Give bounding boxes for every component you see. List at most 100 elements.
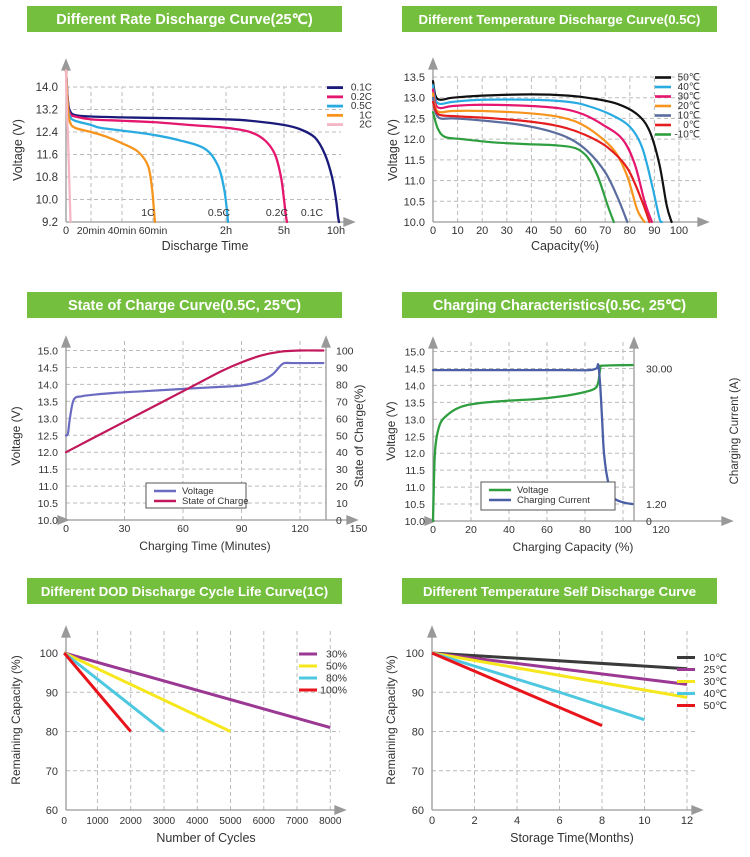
svg-text:100%: 100% <box>320 685 347 697</box>
svg-text:6: 6 <box>556 815 562 827</box>
svg-text:10.8: 10.8 <box>36 172 58 184</box>
svg-text:0.1C: 0.1C <box>301 207 324 219</box>
svg-text:2C: 2C <box>359 120 372 131</box>
svg-text:70: 70 <box>46 766 58 778</box>
svg-text:0: 0 <box>429 815 435 827</box>
svg-text:40: 40 <box>525 225 537 237</box>
svg-text:Storage Time(Months): Storage Time(Months) <box>510 831 634 845</box>
svg-text:60: 60 <box>412 805 424 817</box>
svg-text:30℃: 30℃ <box>704 676 728 688</box>
svg-text:1C: 1C <box>141 207 155 219</box>
svg-text:80: 80 <box>412 727 424 739</box>
svg-text:80%: 80% <box>326 673 347 685</box>
svg-text:13.5: 13.5 <box>404 72 425 84</box>
svg-text:Voltage (V): Voltage (V) <box>386 119 400 181</box>
svg-text:120: 120 <box>291 523 309 535</box>
svg-text:14.5: 14.5 <box>38 362 59 374</box>
svg-text:1000: 1000 <box>86 816 109 827</box>
svg-text:11.5: 11.5 <box>38 464 58 476</box>
svg-text:40min: 40min <box>108 225 137 237</box>
svg-text:Capacity(%): Capacity(%) <box>531 239 599 253</box>
svg-text:0: 0 <box>336 515 342 527</box>
svg-text:12.5: 12.5 <box>405 431 426 443</box>
svg-text:60: 60 <box>336 413 348 425</box>
svg-text:60: 60 <box>177 523 189 535</box>
svg-text:0.5C: 0.5C <box>208 207 231 219</box>
svg-text:10: 10 <box>638 815 650 827</box>
svg-text:Voltage (V): Voltage (V) <box>9 406 23 465</box>
svg-text:Charging Time (Minutes): Charging Time (Minutes) <box>139 539 270 553</box>
svg-text:12.0: 12.0 <box>38 447 59 459</box>
svg-text:4: 4 <box>514 815 520 827</box>
svg-text:10h: 10h <box>327 225 345 237</box>
svg-text:0: 0 <box>430 225 436 237</box>
svg-text:100: 100 <box>670 225 688 237</box>
svg-text:14.0: 14.0 <box>36 82 58 94</box>
svg-text:1.20: 1.20 <box>646 499 667 511</box>
svg-text:60: 60 <box>574 225 586 237</box>
svg-text:11.0: 11.0 <box>38 481 58 493</box>
svg-text:11.6: 11.6 <box>36 150 58 162</box>
svg-text:0: 0 <box>63 523 69 535</box>
svg-text:90: 90 <box>648 225 660 237</box>
svg-text:20min: 20min <box>77 225 106 237</box>
svg-text:Different Rate Discharge Curve: Different Rate Discharge Curve(25℃) <box>56 12 313 28</box>
svg-text:13.5: 13.5 <box>405 397 426 409</box>
svg-text:10: 10 <box>336 498 348 510</box>
svg-text:Charging Characteristics(0.5C,: Charging Characteristics(0.5C, 25℃) <box>433 298 686 314</box>
svg-text:30%: 30% <box>326 649 347 661</box>
svg-text:30.00: 30.00 <box>646 363 672 375</box>
svg-text:14.0: 14.0 <box>405 380 426 392</box>
svg-text:-10℃: -10℃ <box>674 130 700 141</box>
svg-text:11.0: 11.0 <box>404 176 425 188</box>
svg-text:50: 50 <box>550 225 562 237</box>
svg-text:60: 60 <box>541 524 553 536</box>
svg-text:12.0: 12.0 <box>405 448 426 460</box>
svg-text:30: 30 <box>119 523 131 535</box>
svg-text:60: 60 <box>46 805 58 817</box>
svg-text:8000: 8000 <box>319 816 342 827</box>
svg-text:20: 20 <box>476 225 488 237</box>
svg-text:50: 50 <box>336 430 348 442</box>
svg-text:8: 8 <box>599 815 605 827</box>
svg-text:0.2C: 0.2C <box>266 207 289 219</box>
svg-text:13.0: 13.0 <box>405 414 426 426</box>
svg-text:30: 30 <box>336 464 348 476</box>
svg-text:5h: 5h <box>278 225 290 237</box>
svg-text:5000: 5000 <box>219 816 242 827</box>
svg-text:Charging Current: Charging Current <box>517 495 590 506</box>
svg-text:State of Charge Curve(0.5C, 25: State of Charge Curve(0.5C, 25℃) <box>68 298 301 314</box>
svg-text:30: 30 <box>501 225 513 237</box>
svg-text:10℃: 10℃ <box>704 652 728 664</box>
svg-text:10.0: 10.0 <box>405 516 426 528</box>
svg-text:12.0: 12.0 <box>404 134 425 146</box>
svg-text:Different Temperature Self Dis: Different Temperature Self Discharge Cur… <box>423 584 696 599</box>
svg-text:13.0: 13.0 <box>404 93 425 105</box>
svg-text:11.5: 11.5 <box>405 465 425 477</box>
svg-text:Discharge Time: Discharge Time <box>162 239 249 253</box>
svg-text:2: 2 <box>471 815 477 827</box>
svg-text:Charging Current (A): Charging Current (A) <box>729 377 741 484</box>
svg-text:100: 100 <box>614 524 632 536</box>
svg-text:13.2: 13.2 <box>36 105 58 117</box>
svg-text:70: 70 <box>599 225 611 237</box>
svg-text:0: 0 <box>646 516 652 528</box>
svg-text:13.0: 13.0 <box>38 413 59 425</box>
svg-text:90: 90 <box>46 687 58 699</box>
svg-text:2000: 2000 <box>120 816 143 827</box>
svg-text:80: 80 <box>336 379 348 391</box>
svg-text:40℃: 40℃ <box>704 688 728 700</box>
svg-text:Voltage (V): Voltage (V) <box>384 401 398 460</box>
svg-text:0: 0 <box>63 225 69 237</box>
svg-text:14.0: 14.0 <box>38 379 59 391</box>
svg-text:12.5: 12.5 <box>404 113 425 125</box>
svg-text:11.0: 11.0 <box>405 482 425 494</box>
svg-text:100: 100 <box>40 648 58 660</box>
svg-text:3000: 3000 <box>153 816 176 827</box>
svg-text:40: 40 <box>336 447 348 459</box>
svg-text:12.4: 12.4 <box>36 127 59 139</box>
svg-text:10.5: 10.5 <box>38 498 59 510</box>
svg-text:7000: 7000 <box>286 816 309 827</box>
svg-text:40: 40 <box>503 524 515 536</box>
svg-text:Remaining Capacity (%): Remaining Capacity (%) <box>384 655 398 784</box>
